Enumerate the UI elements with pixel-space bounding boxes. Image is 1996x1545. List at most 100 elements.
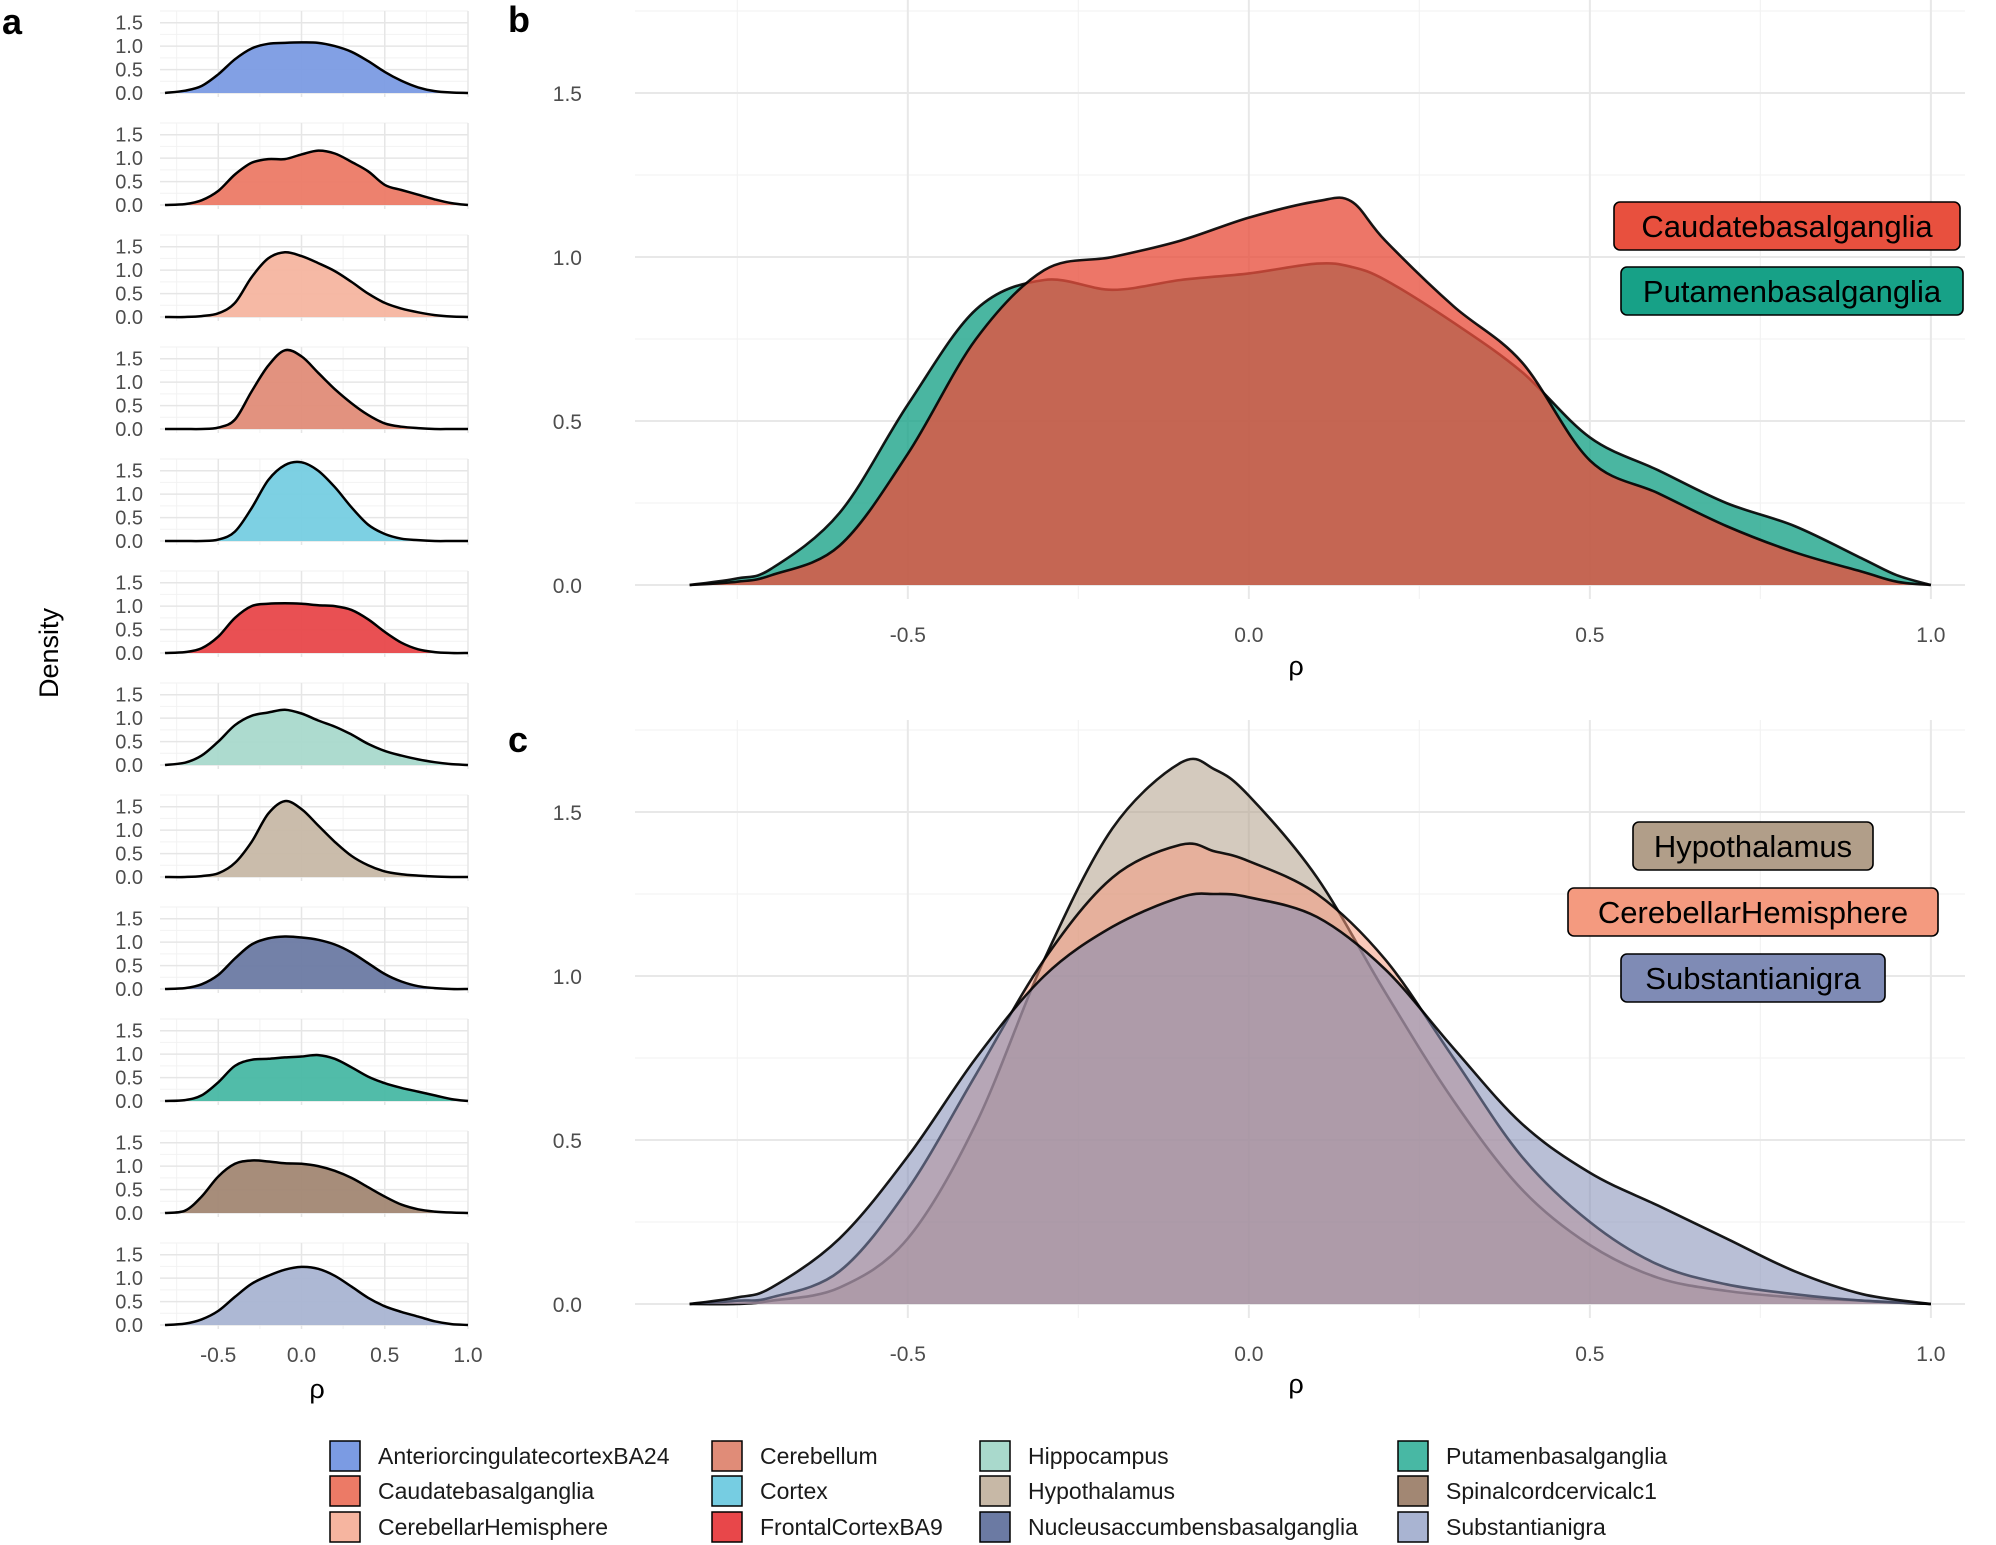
tissue-legend: AnteriorcingulatecortexBA24 Caudatebasalg… — [329, 1440, 1667, 1543]
panel-a-ytick-label: 1.5 — [115, 1245, 143, 1267]
panel-a-facet-Cerebellum: 0.00.51.01.5 — [115, 346, 469, 441]
panel-a-ytick-label: 0.0 — [115, 755, 143, 777]
legend-entry-Nucleusaccumbensbasalganglia: Nucleusaccumbensbasalganglia — [979, 1511, 1358, 1543]
legend-label: Spinalcordcervicalc1 — [1446, 1478, 1657, 1504]
panel-a-ytick-label: 1.0 — [115, 484, 143, 506]
panel-a-density-line-AnteriorcingulatecortexBA24 — [164, 41, 469, 95]
legend-swatch — [711, 1475, 743, 1507]
panel-a-density-fill-Nucleusaccumbensbasalganglia — [165, 936, 468, 990]
panel-a-facet-Substantianigra: 0.00.51.01.5 — [115, 1242, 469, 1337]
panel-b-density-plot: 0.0 0.5 1.0 1.5 -0.5 0.0 0.5 1.0 Caudatebasalgan… — [553, 0, 1965, 647]
panel-a-ytick-label: 1.5 — [115, 797, 143, 819]
panel-c-tag-label: Hypothalamus — [1654, 829, 1852, 864]
panel-a-ytick-label: 0.5 — [115, 284, 143, 306]
legend-entry-FrontalCortexBA9: FrontalCortexBA9 — [711, 1511, 943, 1543]
panel-b-ytick-label: 0.5 — [553, 411, 582, 434]
panel-a-xtick-label: 1.0 — [453, 1344, 482, 1367]
panel-a-facet-CerebellarHemisphere: 0.00.51.01.5 — [115, 234, 469, 329]
legend-swatch — [979, 1511, 1011, 1543]
panel-b-ytick-label: 1.0 — [553, 247, 582, 270]
panel-a-ytick-label: 1.5 — [115, 349, 143, 371]
panel-c-tag-label: CerebellarHemisphere — [1598, 895, 1908, 930]
panel-a-facet-AnteriorcingulatecortexBA24: 0.00.51.01.5 — [115, 10, 469, 105]
legend-swatch — [329, 1440, 361, 1472]
legend-entry-Putamenbasalganglia: Putamenbasalganglia — [1397, 1440, 1667, 1472]
panel-a-facet-Putamenbasalganglia: 0.00.51.01.5 — [115, 1018, 469, 1113]
panel-a-density-line-CerebellarHemisphere — [164, 251, 469, 319]
panel-c-xtick-label: 0.5 — [1575, 1343, 1604, 1366]
panel-a-xtick-label: 0.5 — [370, 1344, 399, 1367]
panel-a-density-fill-Hippocampus — [165, 709, 468, 765]
panel-a-ytick-label: 0.0 — [115, 1315, 143, 1337]
panel-c-tag-Substantianigra: Substantianigra — [1620, 953, 1886, 1003]
panel-a-ytick-label: 0.0 — [115, 643, 143, 665]
panel-a-ytick-label: 1.0 — [115, 596, 143, 618]
panel-a-density-line-FrontalCortexBA9 — [164, 602, 469, 655]
panel-a-ytick-label: 0.5 — [115, 844, 143, 866]
panel-a-density-fill-Putamenbasalganglia — [165, 1055, 468, 1101]
panel-a-facet-Spinalcordcervicalc1: 0.00.51.01.5 — [115, 1130, 469, 1225]
panel-a-ytick-label: 1.5 — [115, 461, 143, 483]
panel-a-facet-Hippocampus: 0.00.51.01.5 — [115, 682, 469, 777]
legend-label: Hypothalamus — [1028, 1478, 1175, 1504]
panel-c-xlabel: ρ — [1288, 1369, 1303, 1399]
legend-label: Hippocampus — [1028, 1443, 1169, 1469]
panel-c-xtick-label: 0.0 — [1234, 1343, 1263, 1366]
panel-a-ytick-label: 0.0 — [115, 83, 143, 105]
panel-a-facet-Caudatebasalganglia: 0.00.51.01.5 — [115, 122, 469, 217]
panel-a-ytick-label: 0.0 — [115, 307, 143, 329]
panel-a-facet-FrontalCortexBA9: 0.00.51.01.5 — [115, 570, 469, 665]
panel-a-ytick-label: 1.0 — [115, 1268, 143, 1290]
panel-a-density-line-Nucleusaccumbensbasalganglia — [164, 935, 469, 991]
panel-b-ytick-label: 0.0 — [553, 575, 582, 598]
legend-entry-Spinalcordcervicalc1: Spinalcordcervicalc1 — [1397, 1475, 1657, 1507]
panel-a-ytick-label: 1.5 — [115, 237, 143, 259]
legend-label: AnteriorcingulatecortexBA24 — [378, 1443, 670, 1469]
panel-b-density-line-Caudatebasalganglia — [689, 196, 1932, 587]
legend-entry-CerebellarHemisphere: CerebellarHemisphere — [329, 1511, 608, 1543]
panel-a-ytick-label: 1.5 — [115, 1133, 143, 1155]
legend-label: Putamenbasalganglia — [1446, 1443, 1667, 1469]
panel-a-ytick-label: 0.0 — [115, 979, 143, 1001]
panel-a-ytick-label: 1.5 — [115, 685, 143, 707]
legend-label: Substantianigra — [1446, 1514, 1606, 1540]
panel-a-ytick-label: 0.5 — [115, 60, 143, 82]
panel-a-ytick-label: 1.5 — [115, 1021, 143, 1043]
panel-c-xtick-label: 1.0 — [1916, 1343, 1945, 1366]
panel-a-density-line-Spinalcordcervicalc1 — [164, 1159, 469, 1215]
panel-a-density-fill-Cerebellum — [165, 349, 468, 430]
panel-a-ytick-label: 0.5 — [115, 1180, 143, 1202]
panel-a-ytick-label: 0.5 — [115, 956, 143, 978]
panel-a-facet-Hypothalamus: 0.00.51.01.5 — [115, 794, 469, 889]
panel-a-density-line-Cortex — [164, 460, 468, 543]
panel-letter-c: c — [508, 719, 528, 760]
panel-a-facet-Nucleusaccumbensbasalganglia: 0.00.51.01.5 — [115, 906, 469, 1001]
panel-a-density-line-Substantianigra — [164, 1265, 469, 1327]
legend-label: FrontalCortexBA9 — [760, 1514, 943, 1540]
panel-a-ytick-label: 1.0 — [115, 820, 143, 842]
panel-b-ytick-label: 1.5 — [553, 83, 582, 106]
panel-a-density-fill-Cortex — [165, 461, 468, 542]
panel-a-ytick-label: 1.5 — [115, 573, 143, 595]
panel-a-ytick-label: 1.0 — [115, 372, 143, 394]
panel-b-xlabel: ρ — [1288, 651, 1303, 681]
panel-a-ytick-label: 0.5 — [115, 1292, 143, 1314]
panel-a-density-fill-Spinalcordcervicalc1 — [165, 1160, 468, 1213]
panel-a-ytick-label: 0.0 — [115, 1091, 143, 1113]
panel-a-ytick-label: 0.0 — [115, 867, 143, 889]
panel-a-density-fill-CerebellarHemisphere — [165, 252, 468, 318]
panel-a-density-line-Cerebellum — [164, 348, 468, 431]
panel-a-ytick-label: 1.0 — [115, 260, 143, 282]
legend-swatch — [1397, 1511, 1429, 1543]
panel-a-ytick-label: 1.0 — [115, 1044, 143, 1066]
panel-a-ytick-label: 1.5 — [115, 909, 143, 931]
panel-a-xtick-label: 0.0 — [287, 1344, 316, 1367]
panel-c-ytick-label: 0.0 — [553, 1294, 582, 1317]
legend-entry-Substantianigra: Substantianigra — [1397, 1511, 1606, 1543]
panel-a-density-line-Caudatebasalganglia — [164, 149, 469, 207]
panel-b-tag-label: Caudatebasalganglia — [1641, 209, 1933, 244]
panel-b-tag-Putamenbasalganglia: Putamenbasalganglia — [1620, 266, 1964, 316]
panel-b-xtick-label: 0.5 — [1575, 624, 1604, 647]
panel-a-ytick-label: 1.0 — [115, 708, 143, 730]
